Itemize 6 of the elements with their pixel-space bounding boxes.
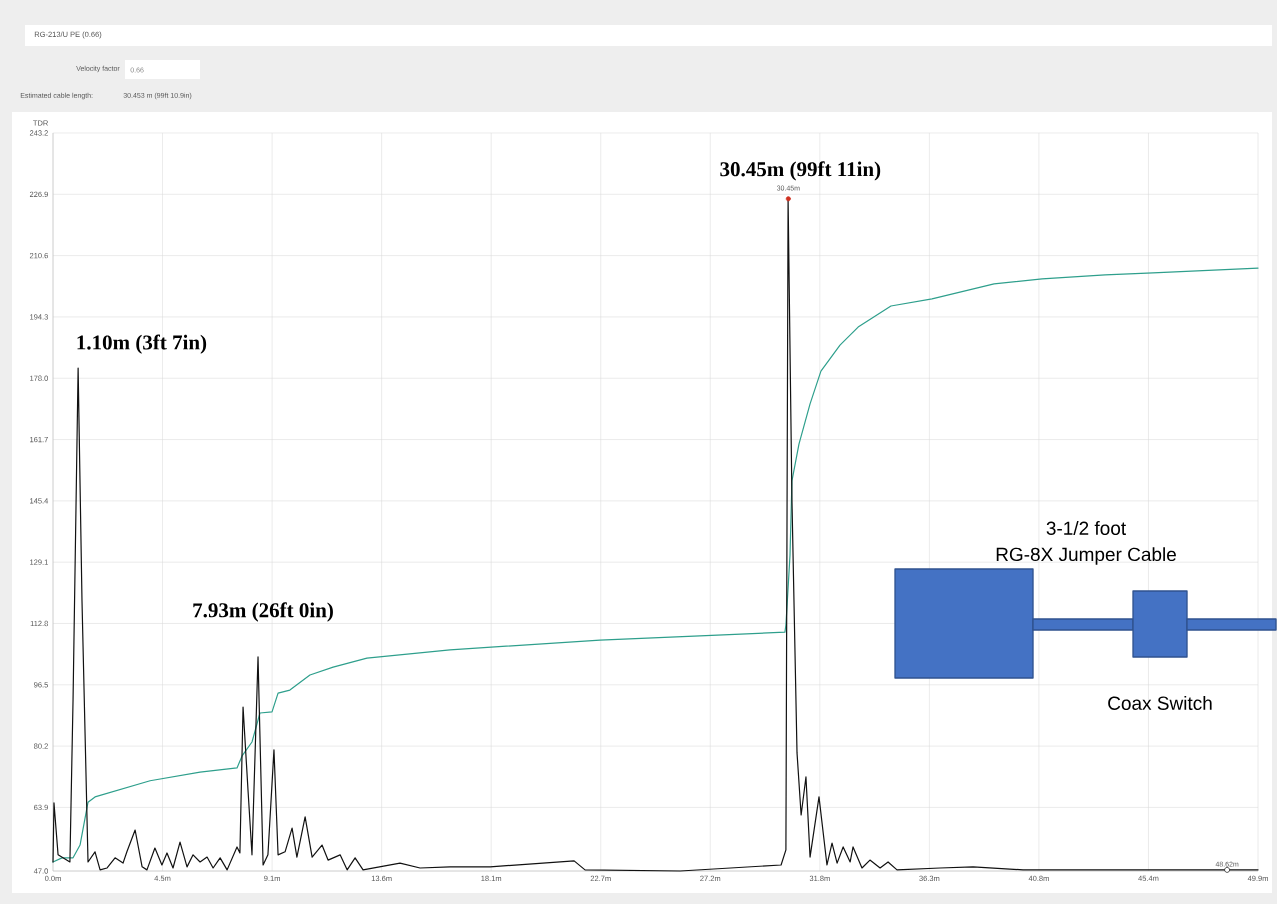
annotation: Coax Switch: [1108, 696, 1212, 710]
annotation: 1.10m (3ft 7in): [77, 334, 207, 354]
annotation: RG-8X Jumper Cable: [996, 547, 1176, 565]
annotation: 7.93m (26ft 0in): [193, 602, 333, 622]
annotation: 30.45m (99ft 11in): [720, 161, 881, 181]
annotation: 3-1/2 foot: [1046, 521, 1126, 535]
